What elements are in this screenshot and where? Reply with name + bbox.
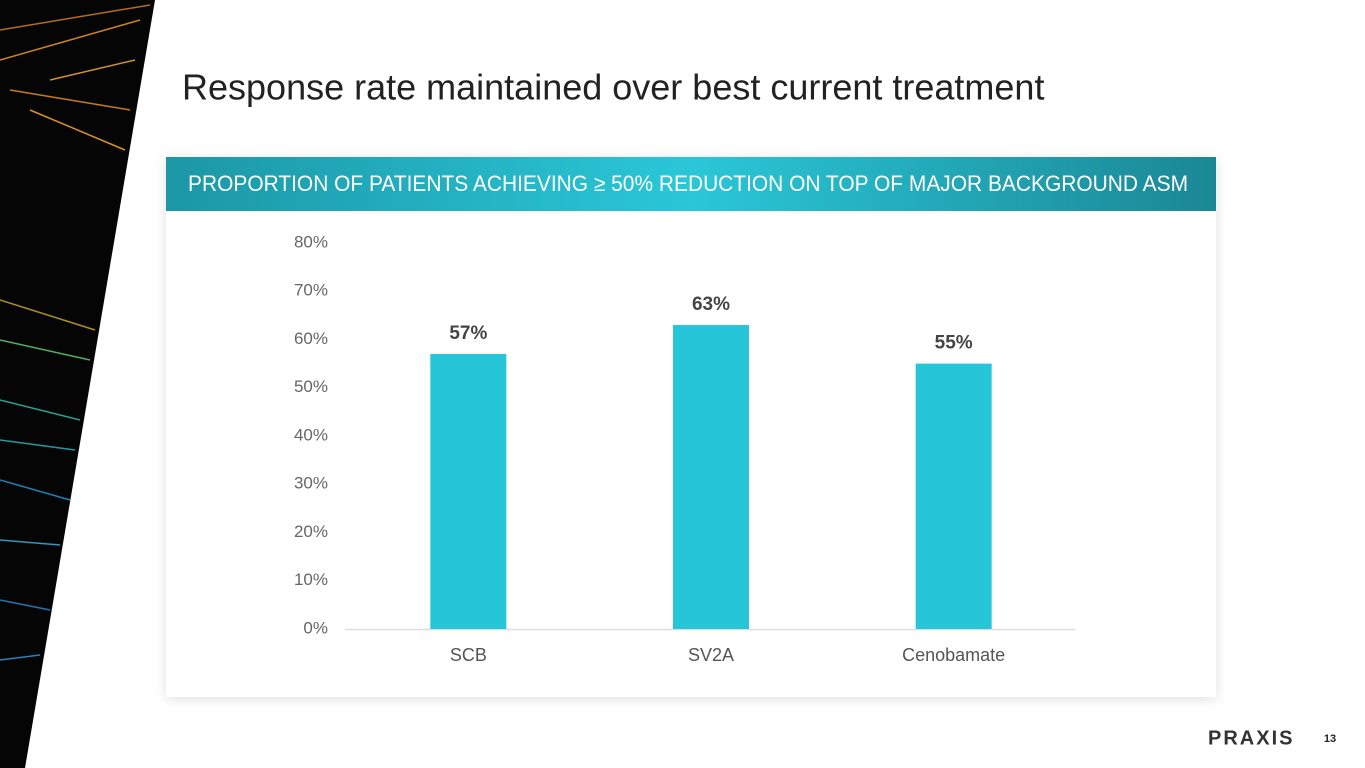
y-tick-label: 10%	[294, 570, 328, 589]
y-tick-label: 60%	[294, 329, 328, 348]
bar	[430, 353, 507, 629]
y-tick-label: 40%	[294, 425, 328, 444]
x-tick-label: SV2A	[688, 645, 734, 665]
value-label: 63%	[692, 294, 730, 315]
y-tick-label: 50%	[294, 377, 328, 396]
bar	[673, 325, 749, 629]
y-tick-label: 30%	[294, 474, 328, 493]
decor	[0, 0, 155, 768]
logo: PRAXIS	[1208, 727, 1294, 749]
y-tick-label: 20%	[294, 522, 328, 541]
chart-title: PROPORTION OF PATIENTS ACHIEVING ≥ 50% R…	[188, 171, 1188, 196]
chart-header	[166, 157, 1216, 211]
x-tick-label: Cenobamate	[902, 645, 1005, 665]
value-label: 55%	[935, 333, 973, 354]
slide-title: Response rate maintained over best curre…	[182, 67, 1044, 108]
value-label: 57%	[449, 323, 487, 344]
y-tick-label: 70%	[294, 281, 328, 300]
x-tick-label: SCB	[450, 645, 487, 665]
page-number: 13	[1324, 733, 1336, 745]
y-tick-label: 0%	[303, 618, 328, 637]
y-tick-label: 80%	[294, 232, 328, 251]
bar	[915, 363, 992, 629]
